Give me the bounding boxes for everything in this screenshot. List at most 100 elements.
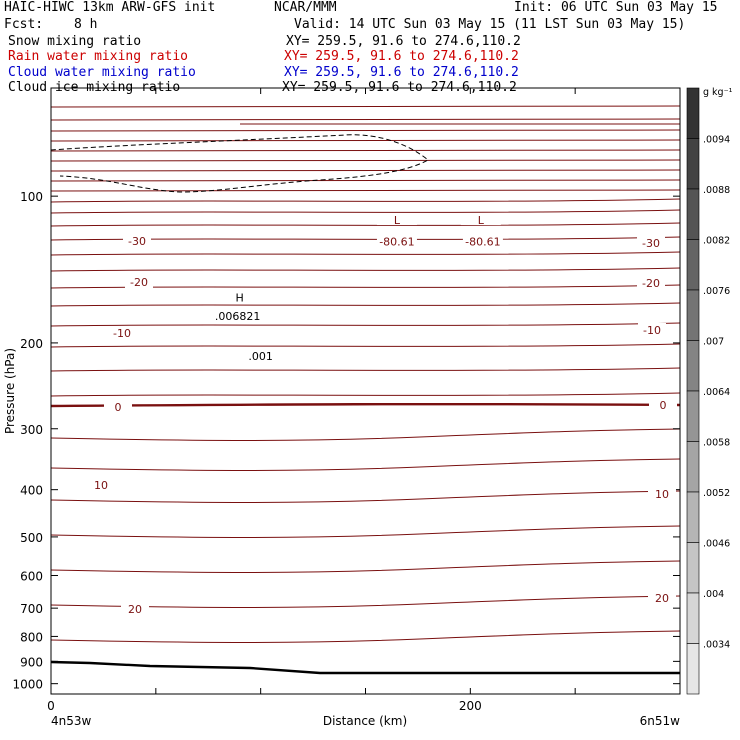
annotation-label: .006821 [215,310,261,323]
annotation-label: .001 [248,350,273,363]
temperature-label: 10 [655,488,669,501]
temperature-label: 20 [655,592,669,605]
colorbar-box [686,491,700,543]
colorbar-unit: g kg⁻¹ [703,87,733,98]
colorbar-box [686,188,700,240]
field-cloudice-xy: XY= 259.5, 91.6 to 274.6,110.2 [282,80,517,95]
contour-line [50,179,681,182]
y-tick-label: 400 [20,484,43,498]
x-start-label: 4n53w [51,714,92,728]
contour-line [50,139,681,142]
label-bg [104,400,132,413]
contour-line [50,630,681,643]
contour-line [50,525,681,538]
fcst-value: 8 h [74,17,98,32]
y-tick-label: 900 [20,655,43,669]
chart-title: HAIC-HIWC 13km ARW-GFS init [4,0,216,15]
contour-line [50,198,681,203]
field-rain-xy: XY= 259.5, 91.6 to 274.6,110.2 [284,49,519,64]
y-tick-label: 700 [20,602,43,616]
y-tick-label: 500 [20,531,43,545]
colorbar-box [686,441,700,493]
colorbar-label: .0058 [703,438,730,449]
temperature-label: -20 [642,277,660,290]
colorbar-label: .0034 [703,640,730,651]
field-snow-xy: XY= 259.5, 91.6 to 274.6,110.2 [286,34,521,49]
contour-line [50,343,681,348]
temperature-label: 10 [94,479,108,492]
field-rain-name: Rain water mixing ratio [8,49,189,64]
x-end-label: 6n51w [640,714,681,728]
temperature-label: 0 [660,399,667,412]
colorbar-box [686,592,700,644]
field-snow-name: Snow mixing ratio [8,34,142,49]
contour-line [50,284,681,289]
contour-line [50,159,681,162]
contour-line [50,595,681,608]
cloud-contour-dashed [50,134,429,193]
contour-line [50,209,681,214]
label-bg [121,602,149,615]
annotation-label: H [236,292,244,305]
label-bg [125,275,153,288]
colorbar-label: .0082 [703,236,730,247]
contour-line [50,251,681,256]
y-axis-label: Pressure (hPa) [3,348,17,434]
colorbar-box [686,138,700,190]
contour-line [50,222,681,227]
colorbar-label: .0046 [703,539,730,550]
contour-line [50,169,681,172]
colorbar-box [686,289,700,341]
valid-time: Valid: 14 UTC Sun 03 May 15 (11 LST Sun … [294,17,686,32]
contour-line [50,129,681,132]
colorbar-box [686,239,700,291]
contour-line [50,490,681,503]
contour-line [50,322,681,327]
contour-line [50,302,681,307]
label-bg [87,478,115,491]
contour-line [50,236,681,241]
contour-line [50,149,681,152]
label-bg [376,213,417,226]
colorbar-box [686,87,700,139]
y-tick-label: 1000 [12,678,43,692]
temperature-label: 0 [115,401,122,414]
temperature-label: -30 [128,235,146,248]
annotation-label: -80.61 [379,235,414,248]
colorbar-label: .0064 [703,387,730,398]
contour-line [50,118,681,121]
label-bg [376,234,417,247]
field-cloudwater-xy: XY= 259.5, 91.6 to 274.6,110.2 [284,65,519,80]
annotation-label: L [478,214,485,227]
colorbar-label: .0088 [703,185,730,196]
contour-line [50,560,681,573]
label-bg [648,487,676,500]
temperature-label: -10 [113,327,131,340]
x-axis-label: Distance (km) [323,714,407,728]
freezing-level-line [50,402,681,408]
colorbar-label: .0076 [703,286,730,297]
init-time: Init: 06 UTC Sun 03 May 15 [514,0,718,15]
annotation-label: -80.61 [465,235,500,248]
contour-line [50,367,681,372]
label-bg [637,236,665,249]
terrain-line [50,660,680,675]
colorbar-label: .0052 [703,488,730,499]
colorbar-label: .007 [703,337,724,348]
colorbar-box [686,340,700,392]
label-bg [649,398,677,411]
y-tick-label: 200 [20,337,43,351]
label-bg [638,323,666,336]
y-tick-label: 800 [20,630,43,644]
annotation-label: L [394,214,401,227]
x-tick-label: 0 [47,699,55,713]
colorbar-box [686,643,700,695]
label-bg [637,276,665,289]
contour-line [50,458,681,471]
contour-line [50,428,681,441]
y-tick-label: 600 [20,570,43,584]
temperature-label: -10 [643,324,661,337]
x-tick-label: 200 [459,699,482,713]
temperature-label: -30 [642,237,660,250]
